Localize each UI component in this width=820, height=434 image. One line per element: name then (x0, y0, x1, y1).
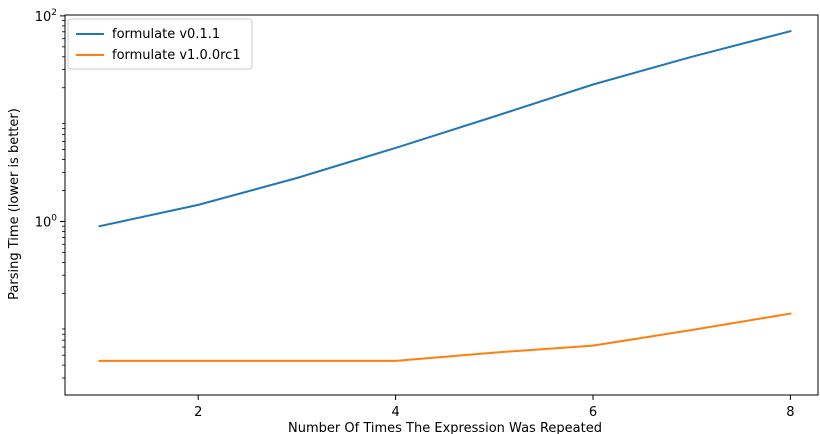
legend-label-formulate-v1-0-0rc1: formulate v1.0.0rc1 (112, 48, 241, 63)
x-tick-label-6: 6 (589, 405, 597, 420)
x-tick-label-4: 4 (391, 405, 399, 420)
plot-frame (64, 14, 819, 396)
series-line-formulate-v1-0-0rc1 (98, 312, 792, 362)
y-tick-label-1: 100 (35, 213, 58, 230)
legend-label-formulate-v0-1-1: formulate v0.1.1 (112, 27, 220, 42)
series-line-formulate-v0-1-1 (98, 29, 792, 228)
x-axis-label: Number Of Times The Expression Was Repea… (288, 421, 602, 434)
x-tick-label-8: 8 (786, 405, 794, 420)
legend: formulate v0.1.1 formulate v1.0.0rc1 (67, 18, 253, 70)
plot-area: 2 4 6 8 100 102 (35, 8, 819, 420)
legend-box (67, 18, 253, 70)
y-axis-label: Parsing Time (lower is better) (7, 108, 22, 300)
x-tick-label-2: 2 (194, 405, 202, 420)
y-tick-label-100: 102 (35, 8, 57, 25)
